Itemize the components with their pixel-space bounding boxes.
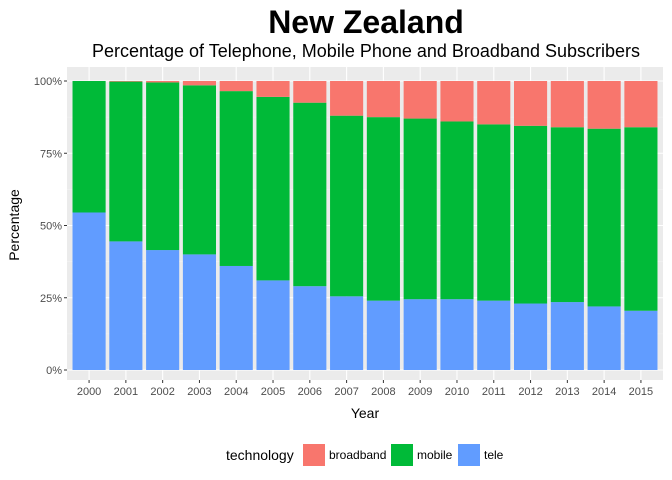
- bar-broadband-2002: [146, 81, 180, 83]
- bar-broadband-2011: [477, 81, 511, 125]
- bar-mobile-2000: [72, 81, 106, 213]
- legend-key-mobile: [391, 444, 413, 466]
- legend: technology broadband mobile tele: [226, 444, 504, 466]
- y-tick-label: 75%: [40, 148, 62, 160]
- bar-mobile-2005: [256, 96, 290, 281]
- bar-tele-2011: [477, 300, 511, 370]
- legend-title: technology: [226, 447, 294, 463]
- bar-broadband-2007: [330, 81, 364, 116]
- x-tick-label: 2012: [518, 386, 542, 398]
- x-tick-label: 2003: [187, 386, 211, 398]
- bar-tele-2007: [330, 296, 364, 370]
- bar-mobile-2011: [477, 124, 511, 301]
- bar-tele-2000: [72, 212, 106, 370]
- bar-broadband-2014: [587, 81, 621, 129]
- bar-broadband-2008: [366, 81, 400, 118]
- bar-tele-2010: [440, 299, 474, 370]
- y-tick-label: 100%: [34, 76, 62, 88]
- bar-tele-2015: [624, 310, 658, 370]
- bar-mobile-2006: [293, 102, 327, 287]
- bar-broadband-2015: [624, 81, 658, 128]
- bar-mobile-2013: [550, 127, 584, 303]
- chart-subtitle: Percentage of Telephone, Mobile Phone an…: [92, 41, 640, 61]
- bar-broadband-2012: [514, 81, 548, 126]
- legend-label-mobile: mobile: [417, 448, 453, 462]
- x-tick-label: 2015: [629, 386, 653, 398]
- bar-broadband-2001: [109, 81, 143, 82]
- x-tick-label: 2001: [114, 386, 138, 398]
- bar-mobile-2010: [440, 121, 474, 300]
- y-axis-title: Percentage: [6, 189, 22, 261]
- bar-tele-2005: [256, 280, 290, 370]
- x-tick-label: 2009: [408, 386, 432, 398]
- bar-tele-2013: [550, 302, 584, 370]
- bar-broadband-2003: [182, 81, 216, 86]
- legend-label-broadband: broadband: [329, 448, 386, 462]
- x-tick-label: 2013: [555, 386, 579, 398]
- bar-broadband-2010: [440, 81, 474, 122]
- legend-key-tele: [458, 444, 480, 466]
- bar-mobile-2007: [330, 115, 364, 297]
- x-tick-label: 2005: [261, 386, 285, 398]
- y-axis: 0% 25% 50% 75% 100%: [34, 76, 67, 377]
- bar-tele-2004: [219, 265, 253, 370]
- bar-mobile-2008: [366, 117, 400, 301]
- bar-tele-2006: [293, 286, 327, 370]
- bar-mobile-2012: [514, 125, 548, 304]
- y-tick-label: 50%: [40, 221, 62, 233]
- x-tick-label: 2008: [371, 386, 395, 398]
- bar-broadband-2009: [403, 81, 437, 119]
- x-tick-label: 2002: [150, 386, 174, 398]
- bar-mobile-2004: [219, 91, 253, 266]
- bar-tele-2002: [146, 250, 180, 370]
- x-axis: 2000 2001 2002 2003 2004 2005 2006 2007 2008 2009…: [77, 380, 653, 398]
- bars: [72, 81, 658, 370]
- x-tick-label: 2007: [334, 386, 358, 398]
- chart-title: New Zealand: [268, 4, 464, 40]
- bar-broadband-2013: [550, 81, 584, 128]
- x-tick-label: 2010: [445, 386, 469, 398]
- bar-mobile-2014: [587, 128, 621, 307]
- x-tick-label: 2011: [482, 386, 506, 398]
- bar-tele-2012: [514, 303, 548, 370]
- bar-mobile-2003: [182, 85, 216, 255]
- bar-mobile-2015: [624, 127, 658, 311]
- bar-tele-2001: [109, 241, 143, 370]
- bar-mobile-2002: [146, 82, 180, 251]
- bar-tele-2014: [587, 306, 621, 370]
- y-tick-label: 0%: [46, 365, 62, 377]
- legend-label-tele: tele: [484, 448, 504, 462]
- bar-tele-2003: [182, 254, 216, 370]
- x-tick-label: 2014: [592, 386, 616, 398]
- bar-broadband-2006: [293, 81, 327, 103]
- bar-tele-2008: [366, 300, 400, 370]
- x-tick-label: 2000: [77, 386, 101, 398]
- bar-broadband-2005: [256, 81, 290, 97]
- bar-mobile-2009: [403, 118, 437, 300]
- legend-key-broadband: [303, 444, 325, 466]
- y-tick-label: 25%: [40, 293, 62, 305]
- x-tick-label: 2004: [224, 386, 248, 398]
- bar-broadband-2004: [219, 81, 253, 92]
- bar-mobile-2001: [109, 81, 143, 242]
- x-axis-title: Year: [351, 405, 380, 421]
- bar-tele-2009: [403, 299, 437, 370]
- x-tick-label: 2006: [298, 386, 322, 398]
